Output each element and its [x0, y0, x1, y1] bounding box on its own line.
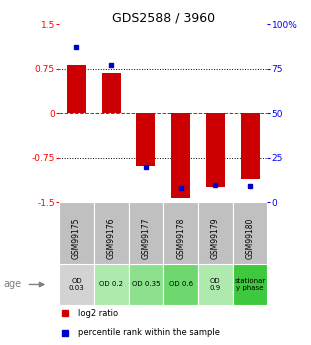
Bar	[163, 202, 198, 264]
Bar	[198, 264, 233, 305]
Bar	[67, 65, 86, 113]
Bar	[233, 202, 267, 264]
Bar	[198, 202, 233, 264]
Bar	[102, 73, 121, 113]
Title: GDS2588 / 3960: GDS2588 / 3960	[112, 11, 215, 24]
Bar	[240, 113, 260, 179]
Text: OD 0.6: OD 0.6	[169, 282, 193, 287]
Bar	[94, 202, 128, 264]
Text: stationar
y phase: stationar y phase	[234, 278, 266, 291]
Text: GSM99175: GSM99175	[72, 217, 81, 259]
Bar	[59, 202, 94, 264]
Bar	[128, 264, 163, 305]
Bar	[59, 264, 94, 305]
Bar	[128, 202, 163, 264]
Text: GSM99176: GSM99176	[107, 217, 116, 259]
Text: GSM99178: GSM99178	[176, 217, 185, 259]
Text: OD
0.03: OD 0.03	[69, 278, 84, 291]
Bar	[233, 264, 267, 305]
Text: age: age	[3, 279, 21, 289]
Text: GSM99180: GSM99180	[246, 217, 255, 259]
Text: percentile rank within the sample: percentile rank within the sample	[78, 328, 220, 337]
Text: OD 0.35: OD 0.35	[132, 282, 160, 287]
Bar	[136, 113, 156, 166]
Bar	[171, 113, 190, 198]
Bar	[206, 113, 225, 187]
Text: log2 ratio: log2 ratio	[78, 309, 118, 318]
Bar	[94, 264, 128, 305]
Text: GSM99177: GSM99177	[142, 217, 151, 259]
Bar	[163, 264, 198, 305]
Text: GSM99179: GSM99179	[211, 217, 220, 259]
Text: OD 0.2: OD 0.2	[99, 282, 123, 287]
Text: OD
0.9: OD 0.9	[210, 278, 221, 291]
